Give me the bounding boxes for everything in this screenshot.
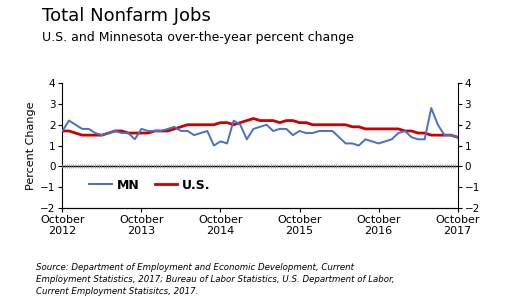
Text: Total Nonfarm Jobs: Total Nonfarm Jobs bbox=[42, 7, 211, 26]
Text: Source: Department of Employment and Economic Development, Current
Employment St: Source: Department of Employment and Eco… bbox=[36, 263, 395, 296]
Y-axis label: Percent Change: Percent Change bbox=[26, 101, 36, 190]
Text: U.S. and Minnesota over-the-year percent change: U.S. and Minnesota over-the-year percent… bbox=[42, 31, 354, 44]
Legend: MN, U.S.: MN, U.S. bbox=[84, 174, 216, 197]
